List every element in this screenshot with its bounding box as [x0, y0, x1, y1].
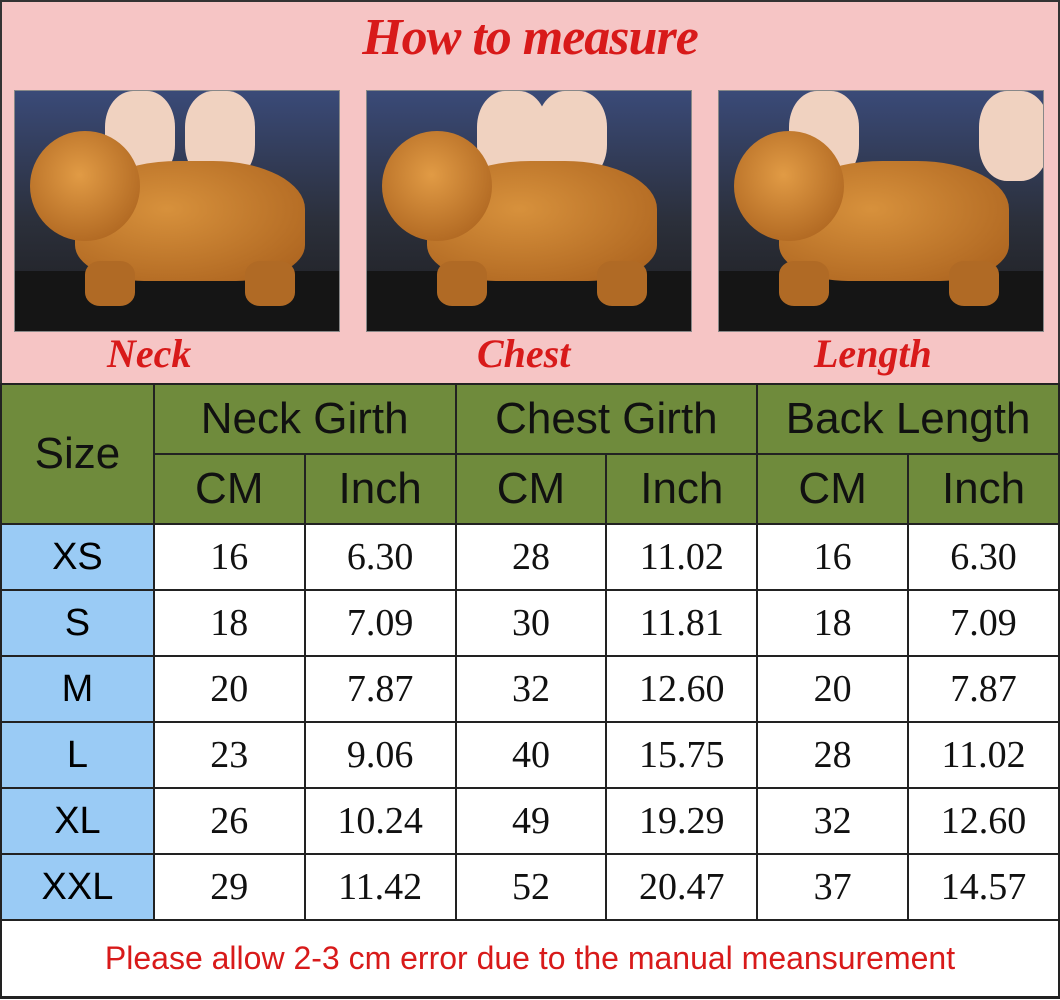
value-cell: 11.02: [907, 721, 1060, 789]
value-cell: 16: [756, 523, 910, 591]
value-cell: 15.75: [605, 721, 759, 789]
value-cell: 10.24: [303, 787, 457, 855]
unit-header: CM: [756, 453, 910, 525]
chest-girth-header: Chest Girth: [454, 383, 759, 455]
value-cell: 28: [454, 523, 608, 591]
unit-header: CM: [454, 453, 608, 525]
value-cell: 7.09: [303, 589, 457, 657]
value-cell: 20: [152, 655, 306, 723]
value-cell: 52: [454, 853, 608, 921]
table-row: L 23 9.06 40 15.75 28 11.02: [0, 721, 1060, 789]
unit-header: Inch: [605, 453, 759, 525]
value-cell: 18: [756, 589, 910, 657]
neck-measure-photo: [14, 90, 340, 332]
value-cell: 32: [756, 787, 910, 855]
value-cell: 20.47: [605, 853, 759, 921]
value-cell: 49: [454, 787, 608, 855]
value-cell: 9.06: [303, 721, 457, 789]
size-cell: XL: [0, 787, 155, 855]
size-cell: M: [0, 655, 155, 723]
value-cell: 12.60: [907, 787, 1060, 855]
how-to-measure-banner: How to measure Neck Chest Length: [0, 0, 1060, 383]
neck-girth-header: Neck Girth: [152, 383, 457, 455]
value-cell: 18: [152, 589, 306, 657]
size-header: Size: [0, 383, 155, 525]
table-row: XS 16 6.30 28 11.02 16 6.30: [0, 523, 1060, 591]
value-cell: 7.87: [907, 655, 1060, 723]
value-cell: 28: [756, 721, 910, 789]
table-row: XL 26 10.24 49 19.29 32 12.60: [0, 787, 1060, 855]
value-cell: 29: [152, 853, 306, 921]
value-cell: 11.81: [605, 589, 759, 657]
chest-measure-photo: [366, 90, 692, 332]
unit-header: Inch: [303, 453, 457, 525]
value-cell: 32: [454, 655, 608, 723]
value-cell: 19.29: [605, 787, 759, 855]
value-cell: 20: [756, 655, 910, 723]
value-cell: 6.30: [303, 523, 457, 591]
value-cell: 40: [454, 721, 608, 789]
size-cell: XS: [0, 523, 155, 591]
value-cell: 11.02: [605, 523, 759, 591]
length-label: Length: [814, 331, 932, 376]
value-cell: 37: [756, 853, 910, 921]
table-row: M 20 7.87 32 12.60 20 7.87: [0, 655, 1060, 723]
value-cell: 12.60: [605, 655, 759, 723]
measurement-note: Please allow 2-3 cm error due to the man…: [0, 919, 1060, 999]
chest-label: Chest: [477, 331, 571, 376]
length-measure-photo: [718, 90, 1044, 332]
size-cell: XXL: [0, 853, 155, 921]
table-row: XXL 29 11.42 52 20.47 37 14.57: [0, 853, 1060, 921]
size-cell: L: [0, 721, 155, 789]
banner-title: How to measure: [362, 9, 699, 66]
neck-label: Neck: [107, 331, 192, 376]
value-cell: 16: [152, 523, 306, 591]
back-length-header: Back Length: [756, 383, 1060, 455]
unit-header: Inch: [907, 453, 1060, 525]
size-chart-table: Size Neck Girth Chest Girth Back Length …: [0, 383, 1060, 999]
value-cell: 14.57: [907, 853, 1060, 921]
value-cell: 7.09: [907, 589, 1060, 657]
value-cell: 30: [454, 589, 608, 657]
size-cell: S: [0, 589, 155, 657]
value-cell: 26: [152, 787, 306, 855]
value-cell: 7.87: [303, 655, 457, 723]
value-cell: 11.42: [303, 853, 457, 921]
value-cell: 6.30: [907, 523, 1060, 591]
table-row: S 18 7.09 30 11.81 18 7.09: [0, 589, 1060, 657]
unit-header: CM: [152, 453, 306, 525]
value-cell: 23: [152, 721, 306, 789]
